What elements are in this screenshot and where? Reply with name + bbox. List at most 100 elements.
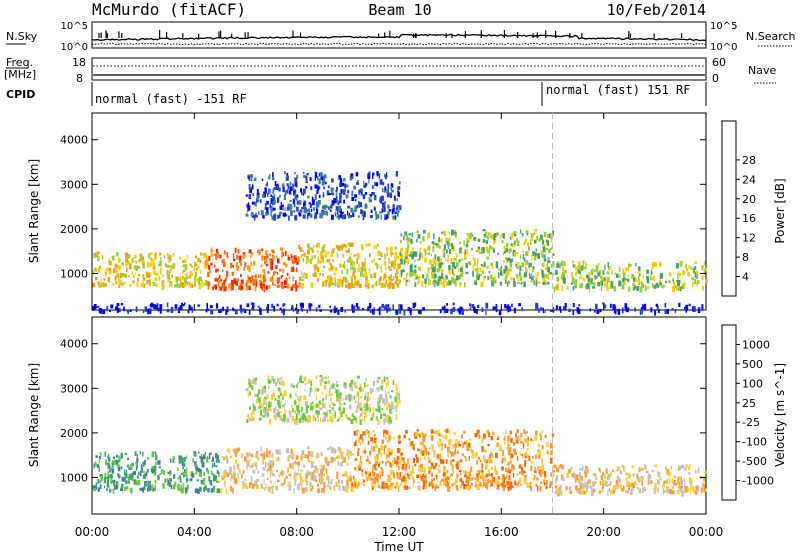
power-cell-band-1 — [213, 284, 216, 288]
velocity-cell-band-3 — [609, 490, 613, 495]
power-cell-band-4 — [639, 286, 643, 293]
power-cell-band-1 — [207, 281, 210, 287]
velocity-cell-band-2 — [480, 469, 484, 474]
velocity-cell-band-1 — [336, 471, 339, 476]
power-cell-band-5 — [267, 192, 269, 197]
power-cell-band-3 — [454, 233, 457, 238]
power-cell-band-0 — [118, 265, 121, 270]
velocity-cell-band-1 — [300, 455, 303, 461]
velocity-cell-band-4 — [322, 402, 325, 409]
velocity-cell-band-2 — [549, 483, 551, 489]
velocity-cell-band-4 — [303, 395, 307, 401]
velocity-cell-band-4 — [369, 387, 372, 394]
velocity-cell-band-1 — [257, 479, 259, 482]
velocity-cell-band-3 — [617, 475, 620, 481]
power-cell-band-1 — [219, 286, 223, 291]
power-cell-band-2 — [373, 272, 377, 279]
velocity-cell-band-2 — [456, 473, 459, 478]
power-cell-band-1 — [237, 265, 240, 271]
power-cell-band-2 — [382, 283, 385, 289]
power-cell-band-5 — [270, 210, 272, 217]
power-cell-band-4 — [673, 281, 676, 288]
power-cell-band-3 — [463, 240, 465, 246]
velocity-cell-band-2 — [385, 482, 388, 489]
velocity-cell-band-4 — [371, 412, 374, 417]
power-cell-band-3 — [501, 273, 504, 277]
velocity-colorbar-label-4: -25 — [742, 416, 760, 429]
power-cell-band-3 — [477, 271, 479, 277]
velocity-cell-band-2 — [418, 485, 421, 491]
velocity-cell-band-4 — [296, 411, 300, 416]
velocity-cell-band-1 — [311, 471, 314, 476]
velocity-cell-band-4 — [267, 375, 270, 381]
velocity-cell-band-2 — [351, 486, 354, 493]
power-cell-band-3 — [409, 264, 413, 267]
power-cell-band-0 — [159, 260, 162, 267]
power-cell-band-4 — [627, 263, 630, 268]
velocity-cell-band-1 — [318, 478, 321, 483]
velocity-cell-band-1 — [237, 473, 239, 479]
power-cell-band-1 — [286, 283, 290, 289]
power-colorbar-label-5: 24 — [742, 173, 756, 186]
power-cell-band-3 — [485, 240, 488, 244]
velocity-cell-band-4 — [294, 419, 297, 425]
velocity-cell-band-2 — [455, 477, 458, 484]
power-cell-band-0 — [194, 261, 197, 267]
velocity-cell-band-1 — [327, 484, 330, 487]
power-cell-band-4 — [577, 269, 580, 274]
power-cell-band-4 — [571, 272, 574, 278]
power-cell-band-2 — [396, 255, 399, 260]
power-cell-band-6 — [595, 303, 598, 309]
power-cell-band-4 — [678, 286, 680, 292]
power-cell-band-4 — [676, 263, 679, 269]
velocity-cell-band-2 — [526, 448, 529, 451]
power-cell-band-6 — [283, 303, 286, 306]
power-cell-band-4 — [622, 272, 626, 276]
velocity-cell-band-1 — [321, 480, 323, 485]
power-cell-band-3 — [492, 248, 495, 254]
power-cell-band-6 — [153, 304, 156, 309]
power-cell-band-4 — [679, 261, 682, 267]
power-cell-band-3 — [491, 234, 494, 240]
power-cell-band-0 — [149, 264, 152, 268]
velocity-cell-band-0 — [173, 485, 176, 490]
power-cell-band-3 — [512, 251, 515, 257]
velocity-cell-band-4 — [275, 412, 278, 417]
power-cell-band-0 — [189, 274, 191, 279]
velocity-cell-band-1 — [276, 485, 279, 492]
velocity-cell-band-4 — [351, 413, 354, 417]
power-cell-band-4 — [688, 265, 690, 269]
velocity-cell-band-2 — [486, 430, 489, 433]
power-cell-band-3 — [531, 236, 534, 241]
power-cell-band-5 — [302, 171, 305, 175]
power-cell-band-3 — [472, 264, 474, 271]
power-cell-band-2 — [346, 279, 349, 284]
power-cell-band-1 — [230, 262, 233, 269]
velocity-cell-band-3 — [672, 490, 675, 495]
power-cell-band-3 — [454, 282, 457, 285]
velocity-cell-band-2 — [375, 459, 378, 463]
power-cell-band-2 — [313, 254, 316, 259]
velocity-cell-band-2 — [370, 445, 373, 451]
velocity-cell-band-4 — [377, 406, 379, 411]
velocity-cell-band-3 — [692, 486, 695, 492]
velocity-cell-band-4 — [296, 384, 298, 388]
power-cell-band-4 — [696, 274, 698, 279]
velocity-cell-band-2 — [385, 437, 387, 440]
power-cell-band-2 — [365, 276, 368, 282]
velocity-cell-band-2 — [361, 471, 364, 476]
power-cell-band-3 — [490, 279, 493, 282]
velocity-cell-band-2 — [552, 472, 555, 478]
velocity-cell-band-4 — [309, 386, 312, 393]
power-cell-band-1 — [232, 265, 234, 268]
power-cell-band-5 — [354, 194, 358, 198]
power-cell-band-6 — [242, 308, 245, 312]
velocity-cell-band-2 — [374, 477, 378, 480]
velocity-cell-band-1 — [316, 483, 319, 487]
power-cell-band-0 — [132, 275, 135, 278]
velocity-cell-band-2 — [355, 430, 359, 434]
velocity-cell-band-4 — [269, 419, 272, 425]
power-cell-band-3 — [483, 234, 486, 238]
velocity-cell-band-2 — [450, 439, 452, 443]
